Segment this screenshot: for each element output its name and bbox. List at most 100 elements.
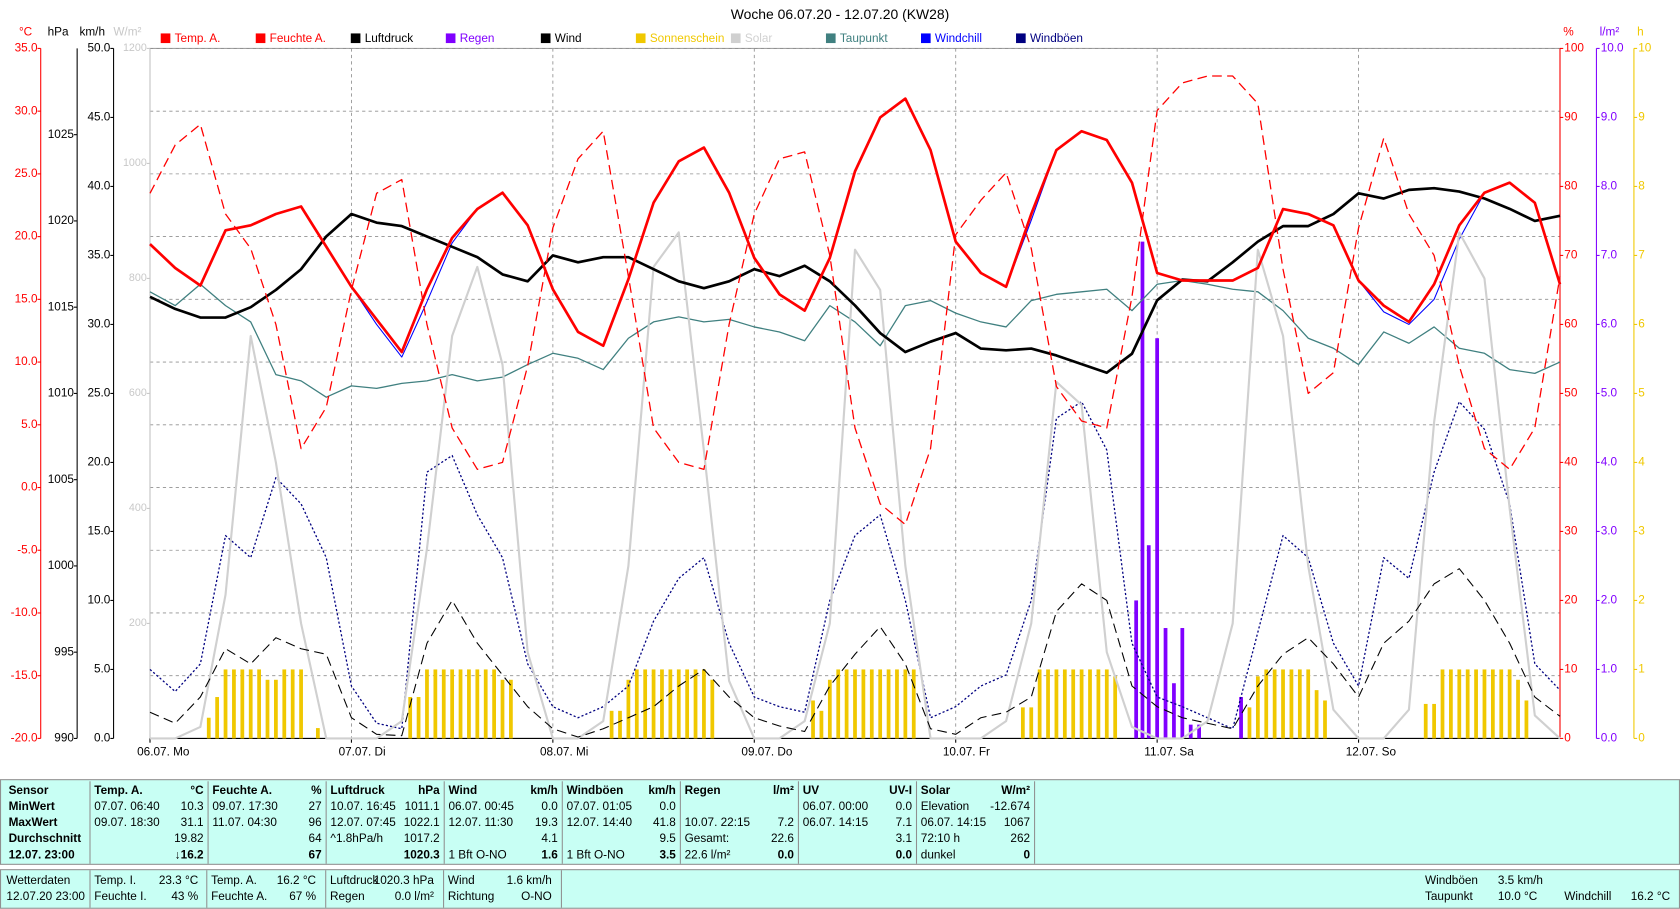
bar bbox=[274, 679, 278, 739]
y-tick-label: 80 bbox=[1564, 180, 1578, 193]
y-tick-label: 2.0 bbox=[1601, 594, 1618, 607]
bar bbox=[206, 717, 211, 739]
x-tick-label: 07.07. Di bbox=[339, 745, 386, 758]
y-tick-label: 10.0 bbox=[1601, 42, 1624, 55]
bar bbox=[895, 669, 899, 739]
bar bbox=[441, 669, 446, 739]
footer-value: 10.0 °C bbox=[1498, 890, 1538, 903]
legend-label: Sonnenschein bbox=[650, 32, 725, 45]
cell-value: 4.1 bbox=[541, 832, 557, 845]
legend-label: Wind bbox=[555, 32, 582, 45]
column-unit: km/h bbox=[648, 784, 675, 797]
cell-label: 12.07. 14:40 bbox=[567, 816, 633, 829]
bar bbox=[702, 669, 706, 739]
y-tick-label: 15.0 bbox=[15, 292, 38, 305]
footer-value: 1.6 km/h bbox=[507, 874, 552, 887]
legend-swatch bbox=[825, 33, 836, 44]
legend-label: Luftdruck bbox=[365, 32, 414, 45]
bar bbox=[1281, 669, 1285, 739]
legend-swatch bbox=[635, 33, 646, 44]
legend-label: Solar bbox=[745, 32, 773, 45]
y-tick-label: 0.0 bbox=[94, 732, 111, 745]
bar bbox=[878, 669, 883, 739]
column-title: UV bbox=[803, 784, 819, 797]
bar bbox=[299, 669, 303, 739]
y-tick-label: 995 bbox=[54, 645, 74, 658]
x-tick-label: 12.07. So bbox=[1346, 745, 1397, 758]
bar bbox=[1239, 697, 1243, 739]
chart-title: Woche 06.07.20 - 12.07.20 (KW28) bbox=[731, 6, 950, 22]
legend-swatch bbox=[540, 33, 551, 44]
y-tick-label: 8 bbox=[1638, 180, 1645, 193]
column-unit: % bbox=[311, 784, 322, 797]
bar bbox=[500, 679, 505, 739]
cell-value: 1017.2 bbox=[404, 832, 440, 845]
bar bbox=[1423, 703, 1428, 739]
footer-value: 67 % bbox=[289, 890, 316, 903]
column-title: Luftdruck bbox=[330, 784, 385, 797]
axis-unit: km/h bbox=[80, 25, 106, 38]
y-tick-label: 25.0 bbox=[15, 167, 38, 180]
cell-label: 22.6 l/m² bbox=[685, 848, 731, 861]
bar bbox=[651, 669, 656, 739]
bar bbox=[509, 679, 513, 739]
bar bbox=[660, 669, 664, 739]
footer-label: Windchill bbox=[1564, 890, 1611, 903]
cell-value: 7.2 bbox=[778, 816, 794, 829]
cell-label: 06.07. 00:00 bbox=[803, 800, 869, 813]
series-line bbox=[149, 279, 1561, 398]
y-tick-label: 5.0 bbox=[21, 418, 38, 431]
cell-label: 72:10 h bbox=[921, 832, 960, 845]
cell-value: -12.674 bbox=[990, 800, 1030, 813]
cell-value: 9.5 bbox=[659, 832, 676, 845]
footer-label: Temp. A. bbox=[211, 874, 257, 887]
legend-label: Windböen bbox=[1030, 32, 1083, 45]
y-tick-label: 5.0 bbox=[94, 663, 111, 676]
footer-value: 0.0 l/m² bbox=[395, 890, 434, 903]
bar bbox=[1255, 676, 1260, 739]
bar bbox=[1272, 669, 1277, 739]
row-label: 12.07. 23:00 bbox=[9, 848, 76, 861]
bar bbox=[1172, 683, 1176, 739]
footer-label: Wind bbox=[448, 874, 475, 887]
y-tick-label: 5.0 bbox=[1601, 387, 1618, 400]
bar bbox=[1490, 669, 1495, 739]
bar bbox=[315, 728, 320, 739]
bar bbox=[668, 669, 673, 739]
x-tick-label: 08.07. Mi bbox=[540, 745, 588, 758]
column-unit: W/m² bbox=[1001, 784, 1030, 797]
cell-value: 19.3 bbox=[535, 816, 558, 829]
series-line bbox=[149, 186, 1561, 375]
y-tick-label: 5 bbox=[1638, 387, 1645, 400]
y-tick-label: -20.0 bbox=[11, 732, 38, 745]
y-tick-label: 35.0 bbox=[15, 42, 38, 55]
footer-panel bbox=[0, 869, 1680, 909]
column-title: Regen bbox=[685, 784, 721, 797]
y-tick-label: -15.0 bbox=[11, 669, 38, 682]
series-line bbox=[150, 231, 1561, 740]
bar bbox=[710, 679, 715, 739]
bar bbox=[827, 679, 832, 739]
bar bbox=[1449, 669, 1453, 739]
cell-value: 0.0 bbox=[541, 800, 558, 813]
y-tick-label: 30.0 bbox=[87, 318, 110, 331]
bar bbox=[1306, 669, 1311, 739]
y-tick-label: 70 bbox=[1564, 249, 1578, 262]
y-tick-label: 20.0 bbox=[87, 456, 110, 469]
bar bbox=[467, 669, 471, 739]
y-tick-label: 1020 bbox=[48, 214, 75, 227]
bar bbox=[240, 669, 245, 739]
y-tick-label: 400 bbox=[129, 502, 147, 514]
cell-label: Gesamt: bbox=[685, 832, 729, 845]
bar bbox=[1071, 669, 1076, 739]
y-tick-label: 7 bbox=[1638, 249, 1645, 262]
axis-unit: hPa bbox=[48, 25, 69, 38]
x-tick-label: 10.07. Fr bbox=[943, 745, 990, 758]
cell-value: 10.3 bbox=[181, 800, 204, 813]
cell-value: 0.0 bbox=[659, 800, 676, 813]
y-tick-label: 6 bbox=[1638, 318, 1645, 331]
cell-label: Elevation bbox=[921, 800, 969, 813]
axis-unit: % bbox=[1563, 25, 1574, 38]
cell-value: 67 bbox=[309, 848, 323, 861]
legend-label: Taupunkt bbox=[840, 32, 888, 45]
